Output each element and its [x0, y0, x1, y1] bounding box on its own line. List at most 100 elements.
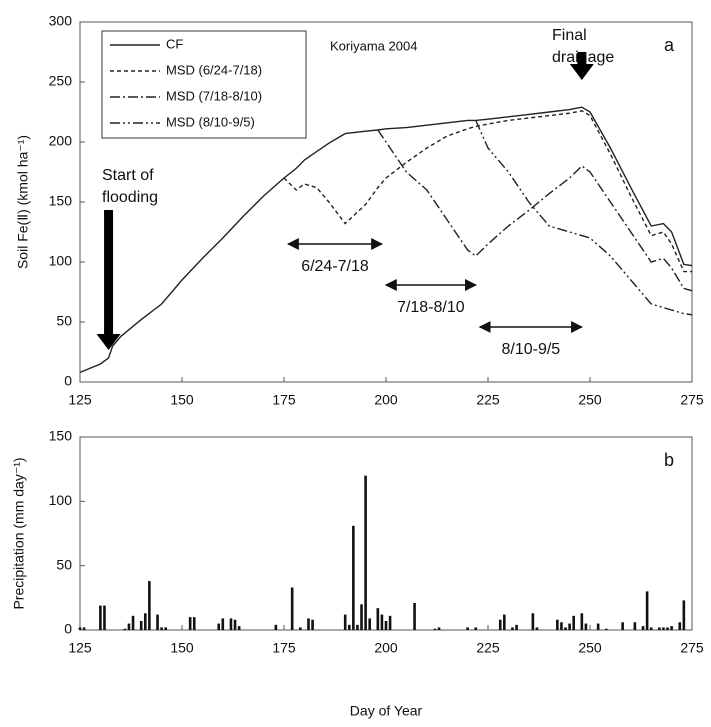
bar — [192, 617, 196, 630]
x-tick-label: 200 — [374, 640, 398, 656]
x-tick-label: 275 — [680, 640, 704, 656]
bar — [498, 619, 502, 630]
x-tick-label: 150 — [170, 640, 194, 656]
bar — [143, 613, 147, 630]
bar — [164, 627, 167, 630]
bar — [572, 615, 575, 630]
bar — [78, 627, 82, 630]
bar — [347, 624, 351, 630]
bar — [388, 615, 392, 630]
bar — [217, 623, 221, 630]
data-line — [377, 129, 693, 292]
bar — [641, 626, 645, 630]
bar — [364, 475, 367, 630]
y-tick-label: 200 — [49, 133, 73, 149]
y-axis-label: Precipitation (mm day⁻¹) — [11, 457, 27, 609]
bar — [160, 627, 163, 630]
x-tick-label: 125 — [68, 640, 92, 656]
period-label: 6/24-7/18 — [301, 258, 369, 275]
x-tick-label: 225 — [476, 640, 500, 656]
bar — [649, 627, 653, 630]
bar — [621, 622, 624, 630]
y-tick-label: 50 — [56, 556, 72, 572]
bar — [139, 620, 143, 630]
bar — [368, 618, 371, 630]
y-tick-label: 250 — [49, 73, 73, 89]
bar — [380, 614, 384, 630]
bar — [670, 626, 673, 630]
y-tick-label: 150 — [49, 193, 73, 209]
y-tick-label: 150 — [49, 428, 73, 444]
legend-label: MSD (6/24-7/18) — [166, 62, 262, 77]
event-label: Start of — [102, 167, 154, 184]
legend-label: CF — [166, 36, 183, 51]
bar — [103, 605, 106, 630]
bar — [658, 627, 661, 630]
bar — [678, 622, 682, 630]
bar — [307, 618, 310, 630]
panel-label: b — [664, 450, 674, 470]
x-tick-label: 225 — [476, 392, 500, 408]
bar — [274, 624, 278, 630]
event-arrow-head — [96, 334, 121, 350]
x-tick-label: 200 — [374, 392, 398, 408]
bar — [584, 623, 588, 630]
y-axis-label: Soil Fe(Ⅱ) (kmol ha⁻¹) — [15, 135, 31, 269]
bar — [596, 623, 600, 630]
bar — [662, 627, 665, 630]
period-label: 8/10-9/5 — [501, 341, 560, 358]
bar — [221, 618, 225, 630]
bar — [229, 618, 233, 630]
bar — [123, 628, 127, 630]
bar — [531, 613, 535, 630]
event-label: Final — [552, 27, 587, 44]
bar — [437, 627, 441, 630]
y-tick-label: 100 — [49, 492, 73, 508]
legend-box — [101, 30, 307, 139]
bar — [311, 619, 314, 630]
bar — [343, 614, 347, 630]
data-line — [79, 106, 693, 374]
y-tick-label: 50 — [56, 313, 72, 329]
bar — [564, 627, 567, 630]
bar — [560, 622, 563, 630]
bar — [299, 627, 302, 630]
bar — [356, 624, 359, 630]
data-line — [475, 120, 693, 316]
bar — [645, 591, 649, 630]
bar — [376, 608, 380, 630]
bar — [466, 627, 469, 630]
x-tick-label: 150 — [170, 392, 194, 408]
x-tick-label: 250 — [578, 640, 602, 656]
bar — [535, 627, 539, 630]
bar — [352, 525, 355, 630]
y-tick-label: 100 — [49, 253, 73, 269]
bar — [580, 613, 584, 630]
x-tick-label: 175 — [272, 392, 296, 408]
bar — [237, 626, 241, 630]
bar — [233, 619, 237, 630]
bar — [511, 627, 514, 630]
bar — [131, 615, 135, 630]
legend-label: MSD (7/18-8/10) — [166, 88, 262, 103]
bar — [384, 620, 388, 630]
bar — [148, 581, 151, 630]
bar — [682, 600, 686, 630]
x-tick-label: 175 — [272, 640, 296, 656]
bar — [99, 605, 102, 630]
bar — [127, 623, 131, 630]
bar — [290, 587, 294, 630]
data-line — [283, 110, 692, 273]
bar — [156, 614, 159, 630]
x-axis-label: Day of Year — [350, 703, 423, 719]
x-tick-label: 275 — [680, 392, 704, 408]
bar — [188, 617, 192, 630]
bar — [503, 614, 506, 630]
x-tick-label: 125 — [68, 392, 92, 408]
bar — [413, 602, 416, 630]
bar — [474, 627, 478, 630]
x-tick-label: 250 — [578, 392, 602, 408]
site-label: Koriyama 2004 — [330, 38, 417, 53]
bar — [515, 624, 518, 630]
